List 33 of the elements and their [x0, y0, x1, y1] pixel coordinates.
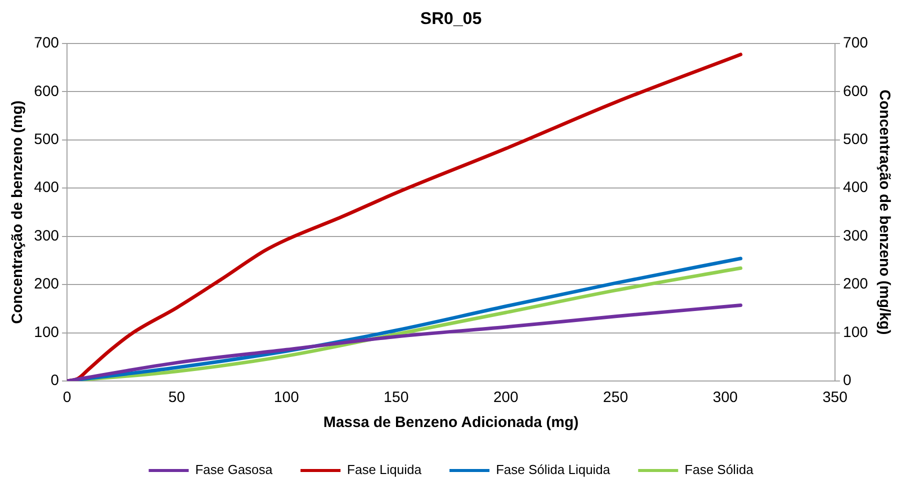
y2-axis-title: Concentração de benzeno (mg/kg)	[876, 90, 893, 335]
x-tick-label: 250	[603, 389, 628, 406]
legend-label: Fase Gasosa	[195, 462, 274, 478]
y-tick-label: 700	[34, 34, 60, 52]
chart-title: SR0_05	[420, 8, 482, 28]
y-tick-label: 200	[34, 276, 60, 293]
y2-tick-label: 0	[842, 372, 852, 390]
y2-tick-label: 500	[842, 131, 868, 148]
y-tick-label: 400	[34, 179, 60, 196]
y2-tick-label: 100	[842, 324, 868, 341]
y-tick-label: 600	[34, 82, 60, 100]
y2-tick-label: 700	[842, 34, 868, 52]
legend-label: Fase Sólida	[684, 462, 754, 478]
y2-tick-label: 300	[842, 227, 868, 244]
x-axis-title: Massa de Benzeno Adicionada (mg)	[323, 414, 579, 432]
y-tick-label: 100	[34, 324, 60, 341]
x-tick-label: 300	[712, 389, 738, 406]
y2-tick-label: 400	[842, 179, 868, 196]
legend-label: Fase Sólida Liquida	[496, 462, 611, 478]
x-tick-label: 150	[384, 389, 409, 406]
y-tick-label: 0	[50, 372, 60, 390]
y-tick-label: 300	[34, 227, 60, 244]
x-tick-label: 50	[168, 389, 186, 406]
y2-tick-label: 200	[842, 276, 868, 293]
y-tick-label: 500	[34, 131, 60, 148]
legend-label: Fase Liquida	[347, 462, 422, 478]
y-axis-title: Concentração de benzeno (mg)	[9, 100, 26, 324]
x-tick-label: 100	[274, 389, 299, 406]
y2-tick-label: 600	[842, 82, 868, 100]
line-series	[67, 304, 742, 381]
x-tick-label: 350	[822, 389, 848, 406]
x-tick-label: 0	[62, 389, 72, 406]
x-tick-label: 200	[493, 389, 518, 406]
